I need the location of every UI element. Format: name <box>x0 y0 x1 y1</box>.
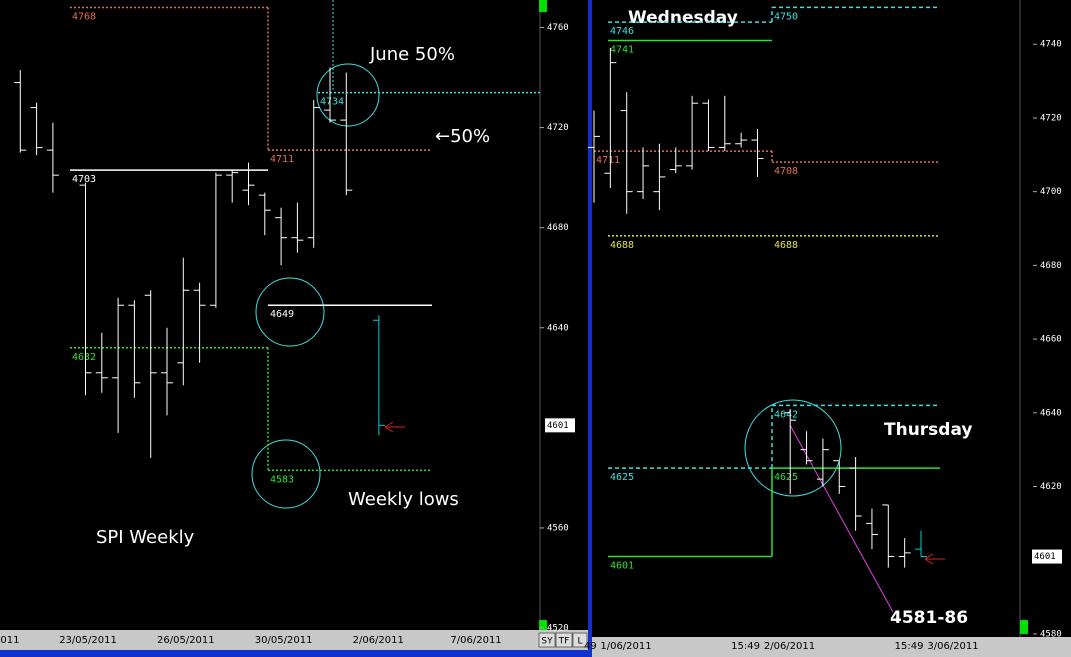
y-tick-label: 4520 <box>547 624 569 634</box>
y-tick-label: 4680 <box>1040 261 1062 271</box>
level-label: 4625 <box>774 472 798 483</box>
scale-marker <box>1020 620 1028 634</box>
level-label: 4632 <box>72 352 96 363</box>
level-label: 4688 <box>610 240 634 251</box>
annotation: June 50% <box>369 44 455 65</box>
level-label: 4625 <box>610 472 634 483</box>
highlight-circle <box>255 277 325 347</box>
y-tick-label: 4740 <box>1040 40 1062 50</box>
toolbar-button[interactable] <box>555 632 573 648</box>
x-tick-label: 23/05/2011 <box>59 635 117 646</box>
scrollbar <box>0 650 590 657</box>
arrow <box>924 553 945 565</box>
toolbar-button[interactable] <box>572 632 588 648</box>
x-tick-label: 49 <box>584 641 597 652</box>
y-tick-label: 4620 <box>1040 482 1062 492</box>
x-tick-label: 2011 <box>0 635 19 646</box>
x-tick-label: 26/05/2011 <box>157 635 215 646</box>
panel-divider <box>588 0 592 657</box>
scale-marker <box>539 620 547 630</box>
scale-marker <box>539 0 547 12</box>
y-tick-label: 4680 <box>547 223 569 233</box>
annotation: ←50% <box>435 126 490 147</box>
right-date-strip <box>592 637 1071 657</box>
toolbar-label: SY <box>541 637 553 647</box>
annotation: Wednesday <box>628 8 738 28</box>
last-price-label: 4601 <box>1034 552 1056 562</box>
highlight-circle <box>251 439 321 509</box>
annotation: SPI Weekly <box>96 527 195 548</box>
y-tick-label: 4700 <box>1040 187 1062 197</box>
last-price-box <box>545 418 575 433</box>
toolbar-label: L <box>577 637 582 647</box>
y-tick-label: 4720 <box>1040 113 1062 123</box>
x-tick-label: 2/06/2011 <box>353 635 404 646</box>
level-label: 4583 <box>270 474 294 485</box>
y-tick-label: 4760 <box>547 23 569 33</box>
x-tick-label: 15:49 <box>895 641 924 652</box>
annotation: Weekly lows <box>348 489 459 510</box>
level-label: 4711 <box>596 155 620 166</box>
level-label: 4703 <box>72 174 96 185</box>
annotation: 4581-86 <box>890 608 968 628</box>
y-tick-label: 4660 <box>1040 335 1062 345</box>
last-price-box <box>1032 549 1062 564</box>
level-label: 4708 <box>774 166 798 177</box>
toolbar: SY TF L <box>538 632 588 648</box>
level-label: 4601 <box>610 561 634 572</box>
y-tick-label: 4560 <box>547 523 569 533</box>
toolbar-label: TF <box>558 637 570 647</box>
x-tick-label: 3/06/2011 <box>927 641 978 652</box>
x-tick-label: 15:49 <box>731 641 760 652</box>
annotation: Thursday <box>884 420 973 440</box>
level-label: 4741 <box>610 45 634 56</box>
highlight-circle <box>316 63 380 127</box>
y-tick-label: 4720 <box>547 123 569 133</box>
x-tick-label: 1/06/2011 <box>600 641 651 652</box>
toolbar-button[interactable] <box>538 632 556 648</box>
level-label: 4750 <box>774 11 798 22</box>
x-tick-label: 7/06/2011 <box>450 635 501 646</box>
level-label: 4649 <box>270 309 294 320</box>
level-label: 4734 <box>320 97 344 108</box>
level-label: 4768 <box>72 12 96 23</box>
level-label: 4711 <box>270 154 294 165</box>
y-tick-label: 4640 <box>547 323 569 333</box>
x-tick-label: 30/05/2011 <box>255 635 313 646</box>
y-tick-label: 4640 <box>1040 408 1062 418</box>
y-tick-label: 4580 <box>1040 629 1062 639</box>
target-line <box>789 424 894 613</box>
level-label: 4746 <box>610 26 634 37</box>
level-label: 4688 <box>774 240 798 251</box>
x-tick-label: 2/06/2011 <box>764 641 815 652</box>
level-label: 4642 <box>774 409 798 420</box>
arrow <box>384 421 405 433</box>
last-price-label: 4601 <box>547 421 569 431</box>
highlight-circle <box>744 399 842 497</box>
